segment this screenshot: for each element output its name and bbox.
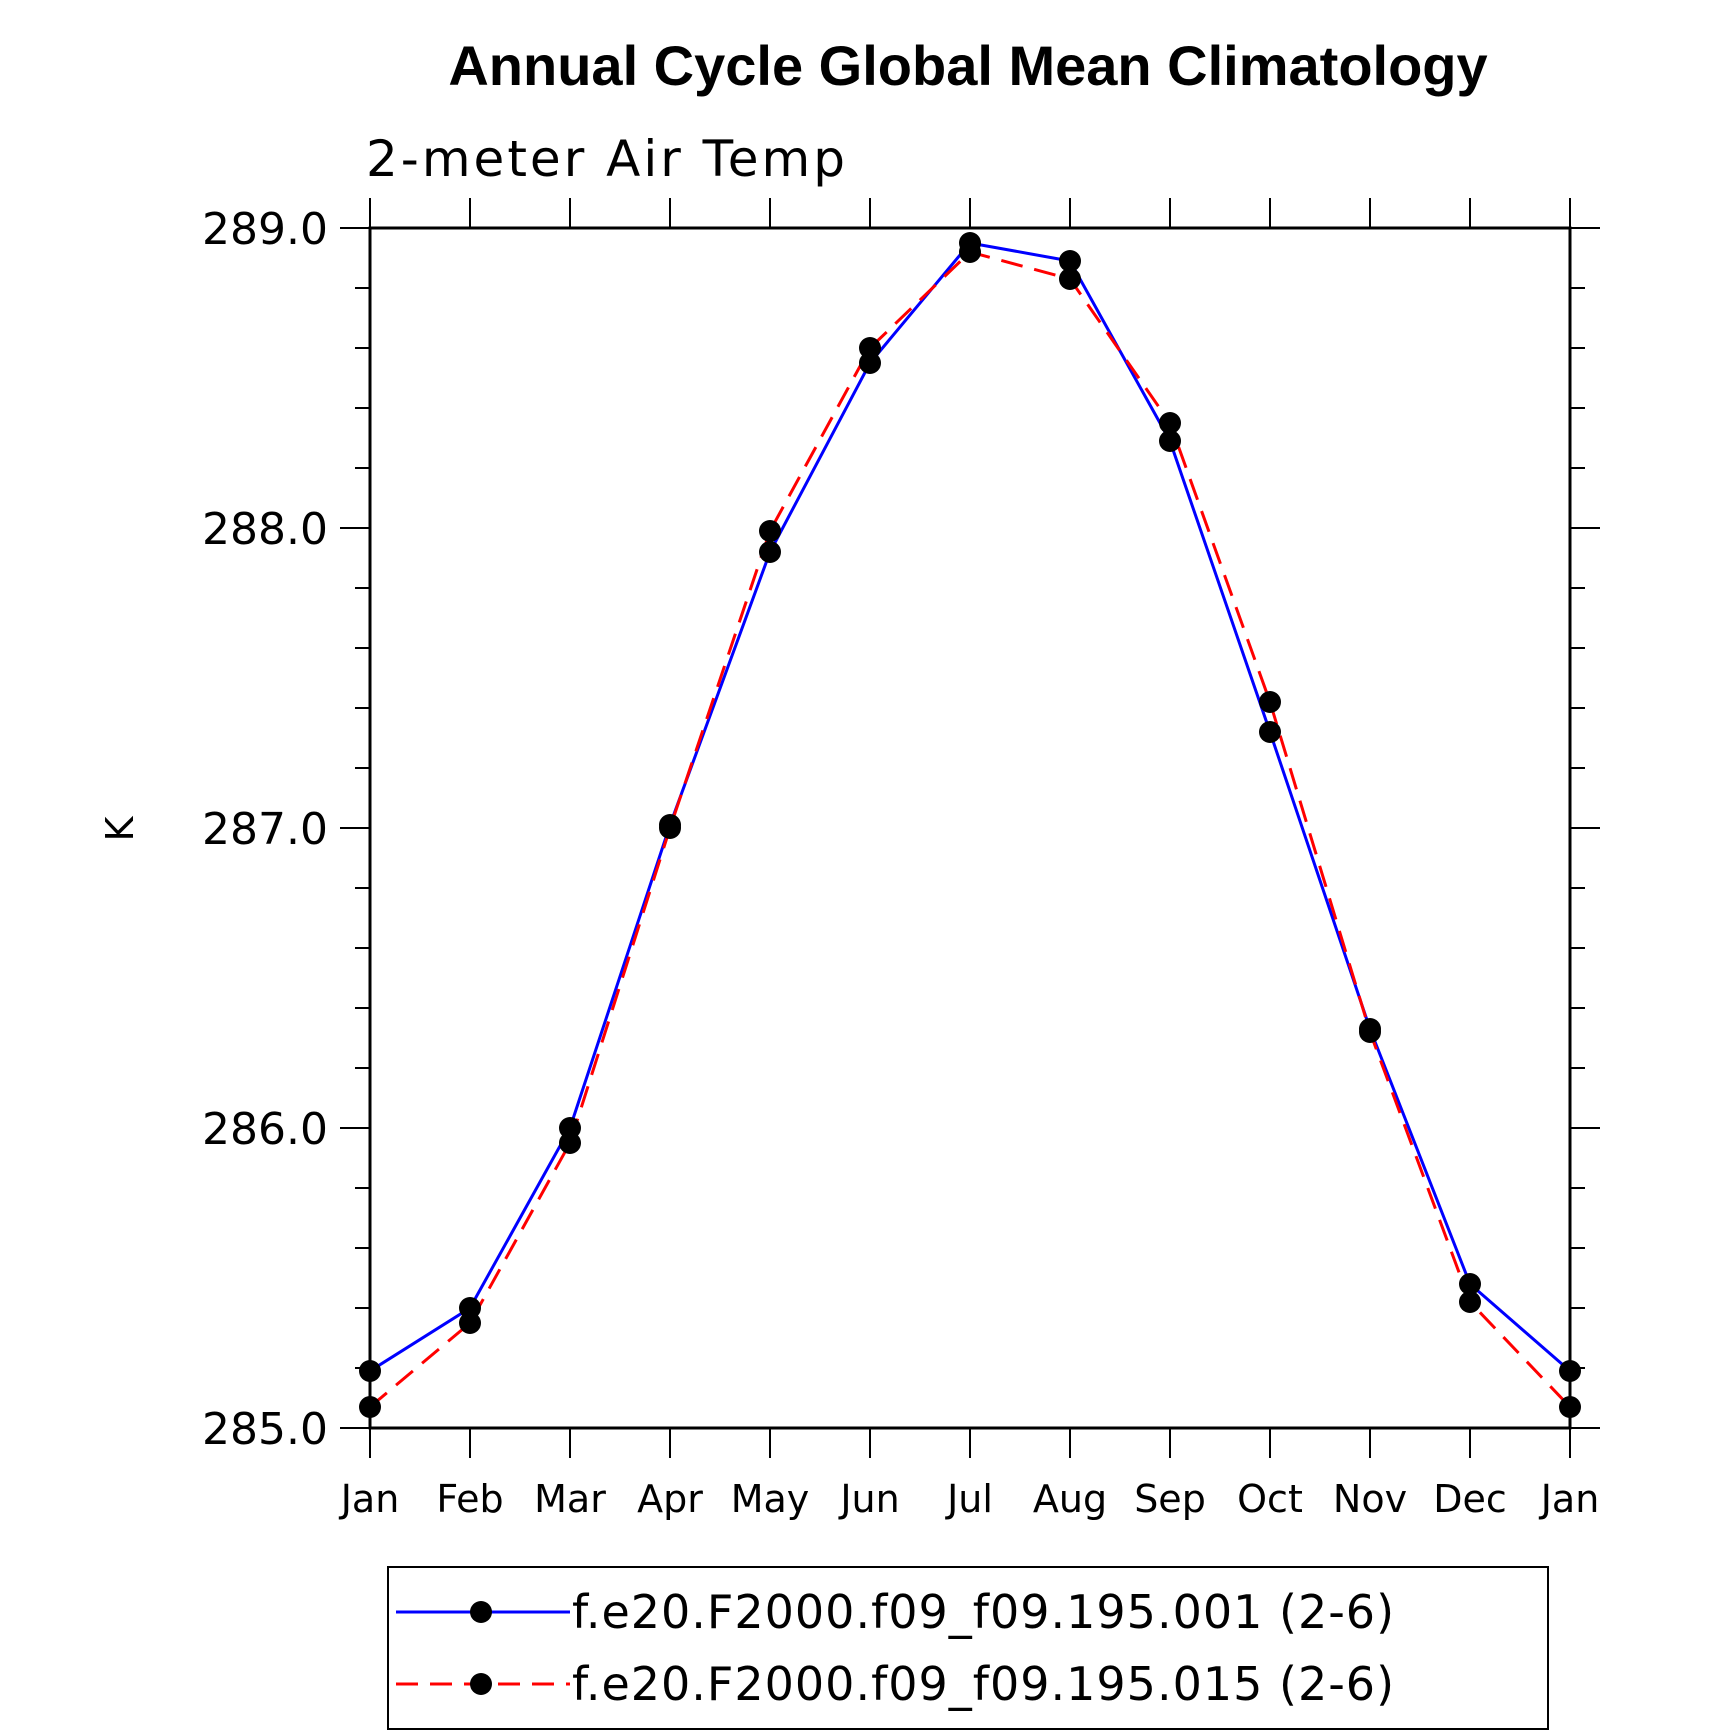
- y-tick-label: 286.0: [202, 1104, 328, 1155]
- data-point-series-2: [1059, 268, 1081, 290]
- plot-area: [368, 226, 1572, 1430]
- chart-title: Annual Cycle Global Mean Climatology: [448, 34, 1487, 97]
- x-axis: Jan Feb Mar Apr May Jun Jul Aug Sep Oct Nov Dec Jan: [339, 198, 1600, 1521]
- x-tick-label: Apr: [637, 1477, 703, 1521]
- y-tick-label: 288.0: [202, 504, 328, 555]
- plot-frame: [368, 226, 1572, 1430]
- x-tick-label: Sep: [1134, 1477, 1206, 1521]
- data-point-series-2: [359, 1396, 381, 1418]
- data-point-series-1: [1559, 1360, 1581, 1382]
- data-point-series-2: [1559, 1396, 1581, 1418]
- data-point-series-2: [759, 520, 781, 542]
- x-tick-label: Jan: [1539, 1477, 1600, 1521]
- x-tick-label: Jun: [838, 1477, 899, 1521]
- data-point-series-2: [959, 241, 981, 263]
- y-axis: 285.0 286.0 287.0 288.0 289.0: [202, 204, 1600, 1455]
- data-point-series-1: [359, 1360, 381, 1382]
- x-tick-label: Jul: [945, 1477, 993, 1521]
- data-point-series-2: [1459, 1291, 1481, 1313]
- legend-marker-series-1: [470, 1601, 492, 1623]
- data-point-series-2: [459, 1312, 481, 1334]
- y-tick-label: 285.0: [202, 1404, 328, 1455]
- legend-marker-series-2: [470, 1673, 492, 1695]
- legend-label-series-1: f.e20.F2000.f09_f09.195.001 (2-6): [572, 1585, 1395, 1639]
- y-tick-label: 287.0: [202, 804, 328, 855]
- legend: f.e20.F2000.f09_f09.195.001 (2-6) f.e20.…: [387, 1566, 1549, 1730]
- data-point-series-2: [559, 1132, 581, 1154]
- x-tick-label: Jan: [339, 1477, 400, 1521]
- data-point-series-1: [759, 541, 781, 563]
- series-line-2: [369, 250, 1572, 1409]
- legend-box: [387, 1566, 1549, 1730]
- series-layer: [369, 241, 1572, 1409]
- data-point-series-1: [1259, 721, 1281, 743]
- x-tick-label: May: [731, 1477, 810, 1521]
- x-tick-label: Nov: [1333, 1477, 1407, 1521]
- x-tick-label: Aug: [1033, 1477, 1107, 1521]
- y-axis-label: K: [98, 815, 142, 841]
- data-point-series-2: [859, 337, 881, 359]
- data-point-series-2: [1259, 691, 1281, 713]
- series-line-1: [369, 241, 1571, 1373]
- x-tick-label: Oct: [1237, 1477, 1303, 1521]
- chart-subtitle: 2-meter Air Temp: [366, 130, 848, 188]
- data-point-series-1: [1459, 1273, 1481, 1295]
- data-point-series-1: [1059, 250, 1081, 272]
- y-tick-label: 289.0: [202, 204, 328, 255]
- x-tick-label: Dec: [1433, 1477, 1507, 1521]
- data-point-series-2: [1159, 412, 1181, 434]
- x-tick-label: Mar: [534, 1477, 606, 1521]
- marker-layer: [359, 232, 1581, 1418]
- data-point-series-2: [1359, 1021, 1381, 1043]
- legend-label-series-2: f.e20.F2000.f09_f09.195.015 (2-6): [572, 1657, 1395, 1711]
- data-point-series-1: [1159, 430, 1181, 452]
- x-tick-label: Feb: [436, 1477, 503, 1521]
- data-point-series-2: [659, 817, 681, 839]
